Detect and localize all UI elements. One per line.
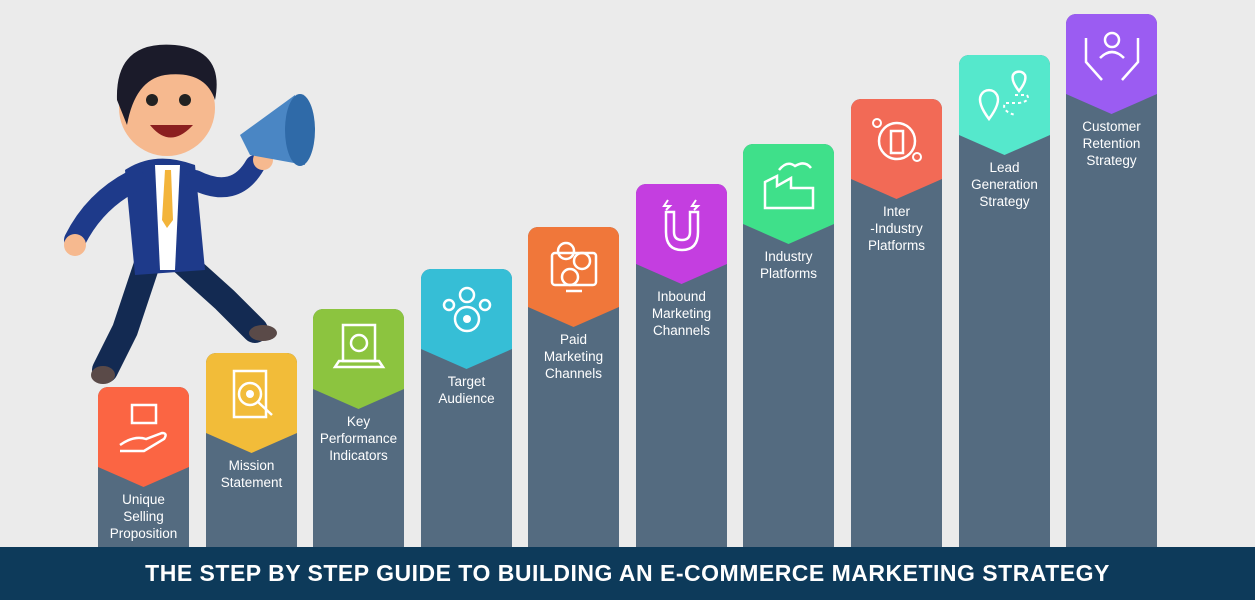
step-cap	[636, 184, 727, 284]
step-label: Mission Statement	[220, 458, 283, 490]
step-column: Customer Retention Strategy	[1066, 14, 1157, 547]
step-label: Customer Retention Strategy	[1082, 119, 1141, 168]
step-cap	[206, 353, 297, 453]
step-label: Target Audience	[438, 374, 495, 406]
step-label: Lead Generation Strategy	[971, 160, 1038, 209]
step-cap	[98, 387, 189, 487]
step-label: Inter -Industry Platforms	[867, 204, 925, 253]
step-column: Mission Statement	[206, 353, 297, 547]
step-column: Target Audience	[421, 269, 512, 547]
step-cap	[421, 269, 512, 369]
magnet-icon	[661, 199, 700, 252]
step-cap	[959, 55, 1050, 155]
step-label: Unique Selling Proposition	[109, 492, 178, 541]
businessman-megaphone-illustration	[64, 44, 315, 384]
page-title: THE STEP BY STEP GUIDE TO BUILDING AN E-…	[145, 560, 1110, 586]
monitor-dollar-icon	[550, 241, 597, 293]
factory-icon	[763, 162, 814, 210]
step-column: Industry Platforms	[743, 144, 834, 547]
people-network-icon	[871, 118, 922, 162]
step-column: Unique Selling Proposition	[98, 387, 189, 547]
step-column: Key Performance Indicators	[313, 309, 404, 547]
step-cap	[851, 99, 942, 199]
step-column: Inter -Industry Platforms	[851, 99, 942, 547]
location-route-icon	[978, 70, 1029, 122]
step-cap	[743, 144, 834, 244]
laptop-report-icon	[332, 323, 385, 369]
step-column: Lead Generation Strategy	[959, 55, 1050, 547]
step-cap	[313, 309, 404, 409]
target-document-icon	[232, 369, 273, 419]
audience-target-icon	[442, 286, 491, 333]
step-cap	[1066, 14, 1157, 114]
step-label: Inbound Marketing Channels	[651, 289, 712, 338]
step-label: Key Performance Indicators	[319, 414, 398, 463]
step-label: Paid Marketing Channels	[543, 332, 604, 381]
hand-box-icon	[118, 403, 167, 453]
hands-people-icon	[1084, 31, 1139, 81]
title-banner: THE STEP BY STEP GUIDE TO BUILDING AN E-…	[0, 547, 1255, 600]
step-column: Paid Marketing Channels	[528, 227, 619, 547]
step-label: Industry Platforms	[759, 249, 817, 281]
step-cap	[528, 227, 619, 327]
step-column: Inbound Marketing Channels	[636, 184, 727, 547]
